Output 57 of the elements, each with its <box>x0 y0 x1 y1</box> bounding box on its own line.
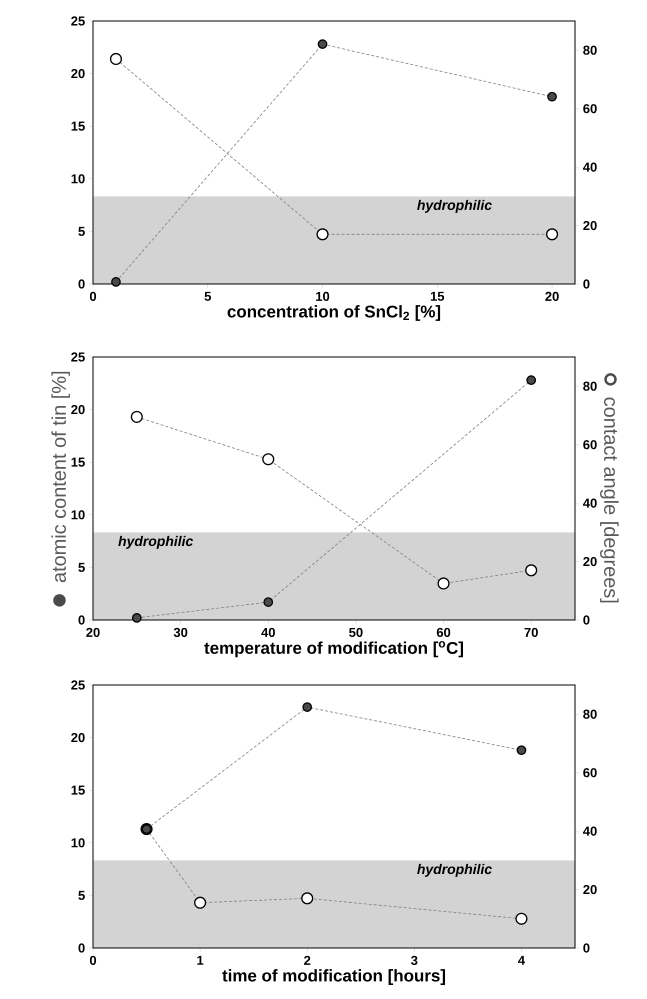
y-tick-label: 5 <box>78 226 85 236</box>
y2-tick-label: 40 <box>583 162 597 172</box>
x-tick-label: 3 <box>411 956 418 966</box>
y2-tick-label: 0 <box>583 943 590 953</box>
y-tick-label: 25 <box>71 680 85 690</box>
y-tick-label: 20 <box>71 69 85 78</box>
x-axis-title: concentration of SnCl$_{2}$ [%] <box>228 305 440 321</box>
y-tick-label: 15 <box>72 458 85 467</box>
y-tick-label: 25 <box>71 352 85 362</box>
band-label: hydrophilic <box>417 200 492 213</box>
y-tick-label: 5 <box>78 890 85 900</box>
x-tick-label: 15 <box>430 292 444 301</box>
y-tick-label: 25 <box>71 16 85 26</box>
x-tick-label: 50 <box>349 628 363 637</box>
y2-tick-label: 80 <box>583 46 597 55</box>
x-tick-label: 70 <box>524 628 538 637</box>
y-tick-label: 20 <box>71 733 85 742</box>
y2-tick-label: 20 <box>583 220 597 230</box>
y2-tick-label: 60 <box>583 104 597 114</box>
y2-tick-label: 80 <box>583 382 597 391</box>
y2-tick-label: 60 <box>583 440 597 450</box>
x-tick-label: 4 <box>518 956 525 965</box>
x-tick-label: 0 <box>90 292 96 301</box>
y-tick-label: 15 <box>72 122 85 131</box>
y-tick-label: 15 <box>72 786 85 795</box>
x-tick-label: 1 <box>197 956 204 965</box>
y2-tick-label: 0 <box>583 279 590 289</box>
y-tick-label: 20 <box>71 405 85 414</box>
y-tick-label: 10 <box>72 838 85 848</box>
y-tick-label: 10 <box>72 174 85 184</box>
x-tick-label: 40 <box>261 628 275 637</box>
y2-tick-label: 0 <box>583 615 590 625</box>
x-tick-label: 10 <box>316 292 330 301</box>
y2-tick-label: 20 <box>583 556 597 566</box>
band-label: hydrophilic <box>118 536 194 549</box>
band-label: hydrophilic <box>417 864 492 877</box>
x-tick-label: 30 <box>174 628 188 637</box>
y-tick-label: 0 <box>78 615 85 625</box>
x-axis-title: time of modification [hours] <box>222 969 446 985</box>
x-tick-label: 0 <box>90 956 96 965</box>
x-tick-label: 20 <box>545 292 559 301</box>
x-tick-label: 5 <box>204 292 212 301</box>
x-tick-label: 60 <box>436 628 450 637</box>
x-axis-title: temperature of modification [$^{o}$C] <box>204 641 464 658</box>
y2-tick-label: 60 <box>583 768 597 778</box>
y2-tick-label: 40 <box>583 826 597 836</box>
y-axis-title: atomic content of tin [%] <box>51 372 70 582</box>
x-tick-label: 2 <box>304 956 310 965</box>
y-tick-label: 0 <box>78 943 85 953</box>
y-tick-label: 0 <box>78 279 85 289</box>
x-tick-label: 20 <box>86 628 100 637</box>
y2-tick-label: 20 <box>583 884 597 894</box>
y2-axis-title: contact angle [degrees] <box>600 398 619 602</box>
y2-tick-label: 80 <box>583 710 597 719</box>
y-tick-label: 10 <box>72 510 85 520</box>
y2-tick-label: 40 <box>583 498 597 508</box>
y-tick-label: 5 <box>78 562 85 572</box>
